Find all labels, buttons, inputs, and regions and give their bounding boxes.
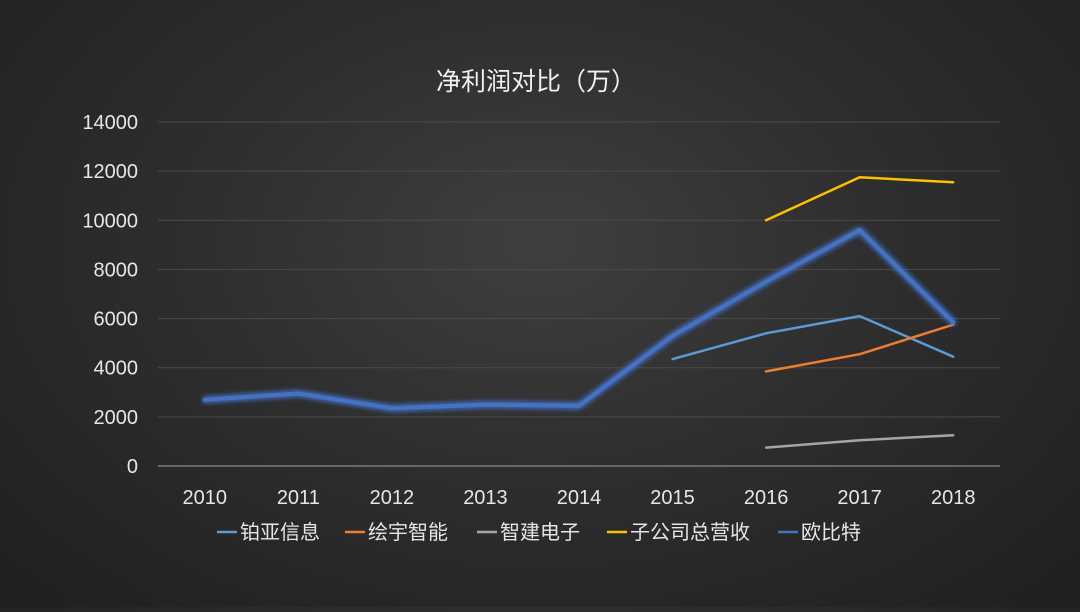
y-tick-label: 8000 — [94, 259, 139, 281]
legend-label: 铂亚信息 — [240, 521, 320, 544]
series-line-3 — [764, 176, 955, 222]
y-tick-label: 10000 — [82, 210, 138, 232]
legend-label: 智建电子 — [500, 521, 580, 544]
legend-label: 欧比特 — [801, 521, 861, 544]
y-tick-label: 0 — [127, 456, 138, 478]
x-tick-label: 2018 — [931, 487, 976, 509]
x-tick-label: 2017 — [837, 487, 882, 509]
y-tick-label: 4000 — [94, 358, 139, 380]
legend: 铂亚信息 绘宇智能 智建电子 子公司总营收 欧比特 — [217, 521, 861, 544]
x-axis-ticks: 2010 2011 2012 2013 2014 2015 2016 2017 2018 — [183, 487, 976, 509]
series-lines — [202, 176, 956, 449]
series-line-1 — [764, 323, 955, 373]
x-tick-label: 2014 — [557, 487, 602, 509]
y-tick-label: 2000 — [94, 407, 139, 429]
y-tick-label: 14000 — [82, 112, 138, 134]
y-tick-label: 12000 — [82, 161, 138, 183]
x-tick-label: 2010 — [183, 487, 228, 509]
series-line-0 — [671, 314, 955, 361]
legend-label: 绘宇智能 — [368, 521, 448, 544]
x-tick-label: 2016 — [744, 487, 789, 509]
series-line-4 — [202, 228, 956, 411]
x-tick-label: 2015 — [650, 487, 695, 509]
series-line-2 — [764, 434, 955, 449]
x-tick-label: 2012 — [370, 487, 415, 509]
y-axis-ticks: 0 2000 4000 6000 8000 10000 12000 14000 — [82, 112, 138, 478]
gridlines — [158, 121, 1000, 467]
legend-label: 子公司总营收 — [630, 521, 750, 544]
x-tick-label: 2013 — [463, 487, 508, 509]
y-tick-label: 6000 — [94, 309, 139, 331]
chart-title: 净利润对比（万） — [436, 68, 636, 96]
x-tick-label: 2011 — [277, 487, 320, 509]
